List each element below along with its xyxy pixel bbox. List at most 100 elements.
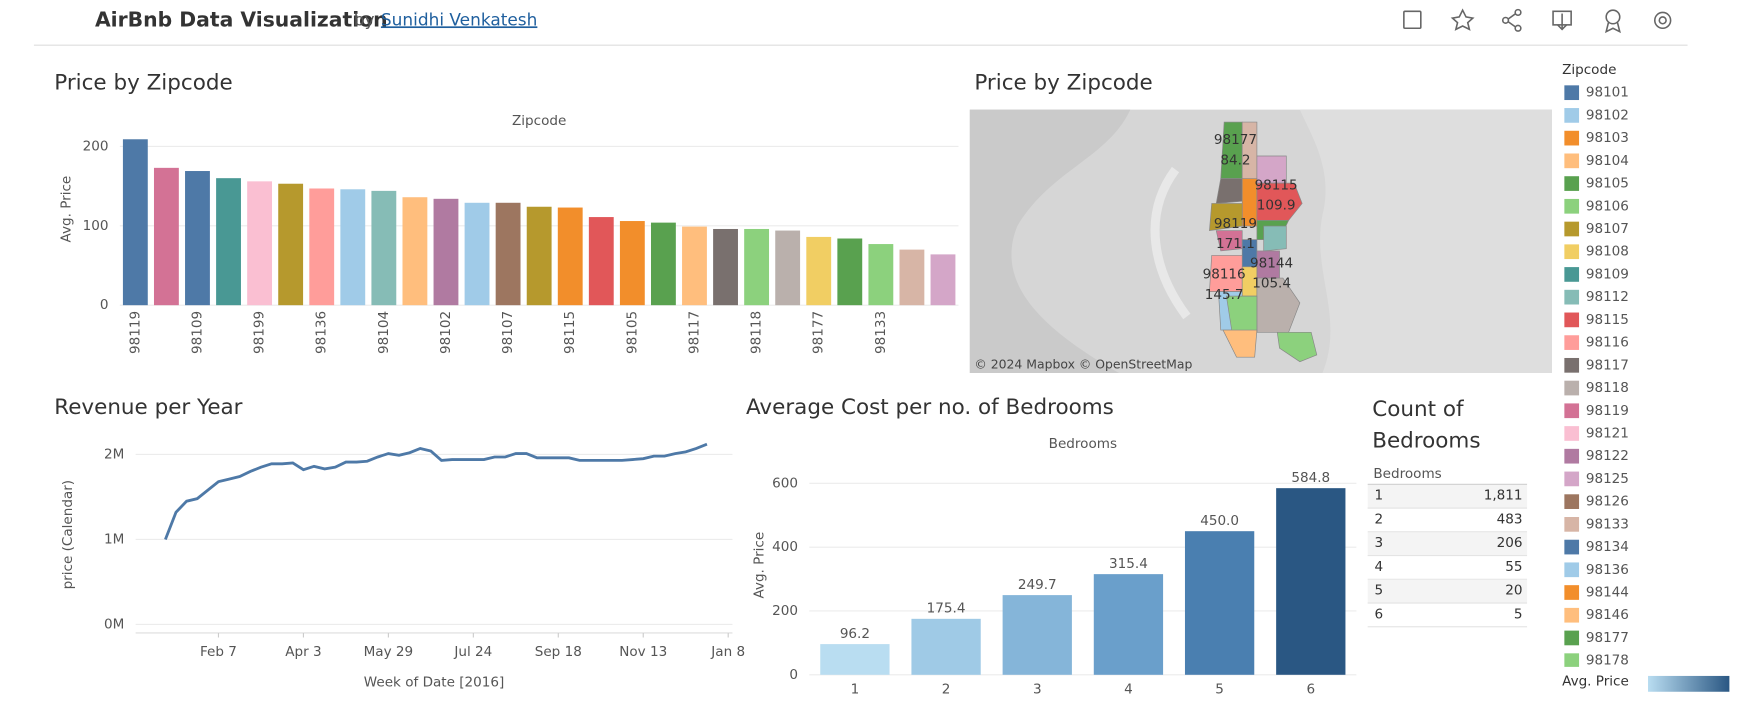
bar [371, 190, 397, 306]
bar [775, 230, 801, 306]
legend-label: 98106 [1586, 198, 1629, 214]
edit-icon[interactable] [1403, 10, 1422, 30]
chart-title: Revenue per Year [54, 395, 242, 420]
bar [820, 644, 890, 675]
count-cell: 206 [1496, 534, 1523, 551]
legend-swatch [1564, 198, 1580, 214]
bedrooms-cell: 4 [1374, 558, 1384, 575]
color-legend-ramp [1648, 675, 1730, 692]
bar [122, 139, 148, 306]
legend-label: 98119 [1586, 403, 1629, 419]
map-label-value: 84.2 [1220, 153, 1250, 169]
x-tick-label: 98102 [438, 311, 454, 354]
chart-title: Price by Zipcode [54, 71, 232, 96]
legend-swatch [1564, 312, 1580, 328]
legend-swatch [1564, 653, 1580, 667]
count-cell: 5 [1513, 605, 1523, 622]
legend-label: 98108 [1586, 244, 1629, 260]
bar [1002, 595, 1072, 675]
x-tick-label: 98119 [127, 311, 143, 354]
line-series [164, 442, 708, 540]
data-label: 450.0 [1200, 513, 1239, 529]
bar [837, 238, 863, 306]
x-tick-label: 98177 [811, 311, 827, 354]
bedrooms-cell: 2 [1374, 510, 1384, 527]
legend-swatch [1564, 426, 1580, 441]
y-tick-label: 0 [100, 297, 109, 313]
legend-label: 98118 [1586, 380, 1629, 396]
y-tick-label: 200 [772, 603, 798, 619]
author-link[interactable]: Sunidhi Venkatesh [381, 9, 537, 29]
map-label-value: 171.1 [1216, 236, 1255, 252]
x-tick-label: 98107 [500, 311, 516, 354]
x-tick-label: 98136 [314, 311, 330, 354]
bar [526, 206, 552, 306]
legend-label: 98178 [1586, 653, 1629, 669]
legend-swatch [1564, 471, 1580, 487]
favorite-icon[interactable] [1450, 8, 1475, 31]
legend-swatch [1564, 289, 1580, 305]
bar [744, 228, 770, 306]
y-tick-label: 2M [104, 446, 124, 462]
x-tick-label: 98118 [749, 311, 765, 354]
x-tick-label: May 29 [364, 644, 414, 660]
legend-label: 98125 [1586, 471, 1629, 487]
legend-swatch [1564, 607, 1580, 623]
bar [1184, 531, 1255, 675]
legend-label: 98122 [1586, 448, 1629, 464]
bar [216, 178, 241, 306]
table-row: 4 55 [1367, 556, 1528, 580]
x-tick-label: Feb 7 [200, 644, 237, 660]
x-axis-title: Bedrooms [1049, 436, 1117, 452]
legend-label: 98133 [1586, 516, 1629, 532]
settings-icon[interactable] [1653, 11, 1672, 30]
bar [340, 189, 366, 306]
header-by: by [354, 9, 375, 29]
bedroom-count-table: Count of Bedrooms Bedrooms 1 1,811 2 483 3 20… [1367, 393, 1528, 628]
map-label-zipcode: 98115 [1255, 177, 1298, 193]
y-axis-label: Avg. Price [752, 532, 768, 599]
legend-swatch [1564, 380, 1580, 396]
legend-swatch [1564, 221, 1580, 237]
legend-label: 98103 [1586, 130, 1629, 146]
bar [153, 167, 179, 306]
map-label-value: 109.9 [1257, 198, 1296, 214]
download-icon[interactable] [1552, 10, 1572, 31]
bar [495, 202, 521, 306]
y-tick-label: 600 [772, 475, 798, 491]
y-axis-label: Avg. Price [59, 176, 75, 243]
legend-swatch [1564, 244, 1580, 260]
data-label: 315.4 [1109, 556, 1148, 572]
chart-title: Average Cost per no. of Bedrooms [746, 395, 1114, 420]
x-tick-label: 98133 [873, 311, 889, 354]
legend-label: 98102 [1586, 107, 1629, 123]
bar [1093, 574, 1164, 675]
table-header: Bedrooms [1367, 463, 1528, 485]
legend-swatch [1564, 335, 1580, 350]
y-tick-label: 400 [772, 539, 798, 555]
share-icon[interactable] [1501, 8, 1522, 32]
legend-label: 98134 [1586, 539, 1629, 555]
bar [557, 207, 583, 306]
bar [619, 221, 645, 306]
chart-title: Price by Zipcode [974, 71, 1152, 96]
table-row: 2 483 [1367, 509, 1528, 533]
legend-swatch [1564, 85, 1580, 101]
x-tick-label: 2 [942, 681, 951, 697]
legend-label: 98146 [1586, 607, 1629, 623]
x-tick-label: 98104 [376, 311, 392, 354]
y-tick-label: 0 [789, 667, 798, 683]
x-tick-label: 6 [1306, 681, 1315, 697]
metrics-icon[interactable] [1604, 9, 1621, 34]
map-label-zipcode: 98144 [1250, 255, 1293, 271]
x-tick-label: 98105 [624, 311, 640, 354]
count-cell: 20 [1505, 582, 1523, 598]
bar [402, 197, 428, 306]
legend-label: 98136 [1586, 562, 1629, 578]
bar [682, 226, 707, 306]
bar [806, 236, 832, 306]
x-tick-label: Jul 24 [453, 644, 492, 660]
